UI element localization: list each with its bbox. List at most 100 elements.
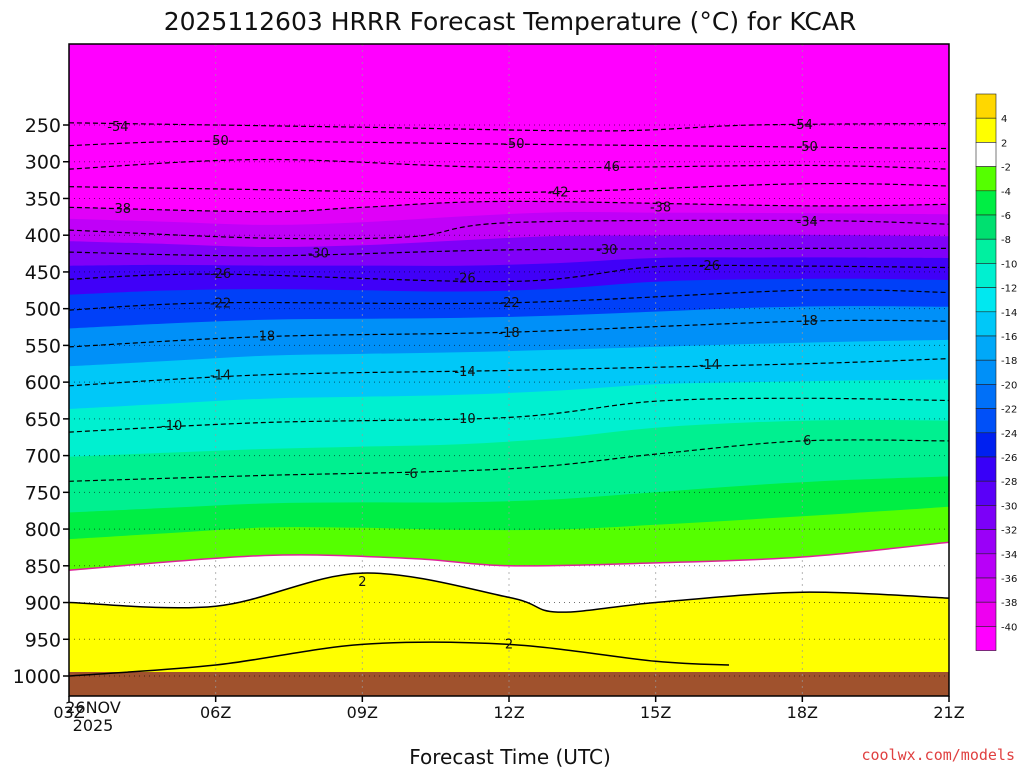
colorbar-swatch	[975, 505, 997, 530]
contour-label: 2	[358, 575, 366, 590]
colorbar-label: -26	[1001, 453, 1017, 464]
y-tick-label: 850	[25, 556, 61, 578]
x-tick-label: 15Z	[640, 703, 671, 722]
x-tick-label: 06Z	[200, 703, 231, 722]
colorbar-swatch	[975, 480, 997, 506]
colorbar-label: -38	[1001, 598, 1017, 609]
colorbar-swatch	[975, 214, 997, 240]
contour-line	[69, 572, 949, 613]
contour-label: -30	[308, 247, 329, 262]
colorbar-label: -40	[1001, 622, 1017, 633]
contour-label: -22	[210, 297, 231, 312]
contour-line	[69, 219, 949, 240]
contour-label: 38	[115, 202, 132, 217]
contour-label: -26	[699, 259, 720, 274]
y-tick-label: 700	[25, 446, 61, 468]
contour-line	[69, 122, 949, 132]
contour-label: 46	[603, 160, 620, 175]
colorbar-swatch	[975, 311, 997, 337]
contour-label: -14	[699, 358, 720, 373]
colorbar-swatch	[975, 408, 997, 434]
colorbar-swatch	[975, 166, 997, 192]
contour-line	[69, 397, 949, 433]
colorbar-swatch	[975, 529, 997, 555]
contour-labels: -54 -54 50 -50 -50 46 -42 38 -38 -34 -30 -30 -26 -26 -…	[107, 118, 818, 652]
contours	[69, 122, 949, 677]
contour-label: -18	[498, 326, 519, 341]
colorbar-label: -10	[1001, 259, 1017, 270]
contour-line	[69, 158, 949, 170]
y-tick-label: 750	[25, 482, 61, 504]
x-axis-label: Forecast Time (UTC)	[409, 745, 611, 768]
colorbar-label: -2	[1001, 163, 1011, 174]
y-tick-label: 950	[25, 629, 61, 651]
contour-label: -10	[161, 419, 182, 434]
contour-label: -10	[454, 412, 475, 427]
y-tick-label: 300	[25, 152, 61, 174]
contour-line	[69, 264, 949, 283]
contour-label: -22	[498, 296, 519, 311]
colorbar-label: -34	[1001, 550, 1017, 561]
y-tick-label: 400	[25, 225, 61, 247]
colorbar-swatch	[975, 238, 997, 264]
contour-label: -38	[650, 200, 671, 215]
colorbar-swatch	[975, 287, 997, 313]
y-tick-label: 600	[25, 372, 61, 394]
colorbar-swatch	[975, 142, 997, 167]
chart-title: 2025112603 HRRR Forecast Temperature (°C…	[164, 7, 857, 36]
contour-line	[69, 541, 949, 571]
contour-line	[69, 247, 949, 257]
x-start-date: 26NOV	[65, 698, 121, 717]
colorbar-label: -4	[1001, 187, 1011, 198]
colorbar-label: -18	[1001, 356, 1017, 367]
x-tick-label: 03Z	[53, 703, 84, 722]
colorbar-swatch	[975, 384, 997, 409]
colorbar-label: -28	[1001, 477, 1017, 488]
colorbar-label: -30	[1001, 501, 1017, 512]
colorbar-label: -36	[1001, 574, 1017, 585]
watermark: coolwx.com/models	[861, 746, 1015, 764]
contour-label: 6	[803, 434, 811, 449]
colorbar-label: 4	[1001, 114, 1007, 125]
x-tick-label: 09Z	[347, 703, 378, 722]
colorbar-swatch	[975, 359, 997, 385]
colorbar-label: -6	[1001, 211, 1011, 222]
x-tick-label: 12Z	[493, 703, 524, 722]
contour-label: 50	[212, 134, 229, 149]
colorbar-label: -22	[1001, 405, 1017, 416]
y-tick-label: 650	[25, 409, 61, 431]
colorbar-swatch	[975, 190, 997, 216]
contour-line	[69, 200, 949, 213]
contour-line	[69, 140, 949, 150]
colorbar-label: -12	[1001, 284, 1017, 295]
x-axis: 03Z 06Z 09Z 12Z 15Z 18Z 21Z	[53, 696, 965, 722]
colorbar-swatch	[975, 93, 997, 119]
colorbar-swatch	[975, 553, 997, 579]
colorbar: 4 2 -2 -4 -6 -8 -10 -12 -14 -16 -18 -20 -22 -24 -26 -28…	[975, 93, 1017, 651]
colorbar-swatch	[975, 263, 997, 288]
contour-label: -14	[454, 365, 475, 380]
colorbar-swatch	[975, 577, 997, 603]
y-tick-label: 1000	[13, 666, 61, 688]
contour-label: -18	[797, 314, 818, 329]
contour-line	[69, 182, 949, 194]
contour-line	[69, 358, 949, 387]
colorbar-label: 2	[1001, 138, 1007, 149]
colorbar-label: -32	[1001, 526, 1017, 537]
contour-label: -34	[797, 215, 818, 230]
colorbar-swatch	[975, 432, 997, 458]
x-start-year: 2025	[73, 716, 114, 735]
contour-label: -54	[107, 120, 128, 135]
colorbar-label: -16	[1001, 332, 1017, 343]
contour-line	[69, 641, 730, 677]
contour-line	[69, 439, 949, 482]
contour-label: -6	[405, 467, 418, 482]
contour-label: -50	[797, 140, 818, 155]
colorbar-label: -24	[1001, 429, 1017, 440]
colorbar-swatch	[975, 335, 997, 361]
contour-label: -26	[454, 272, 475, 287]
contour-label: -26	[210, 267, 231, 282]
colorbar-label: -20	[1001, 380, 1017, 391]
contour-label: 2	[505, 637, 513, 652]
